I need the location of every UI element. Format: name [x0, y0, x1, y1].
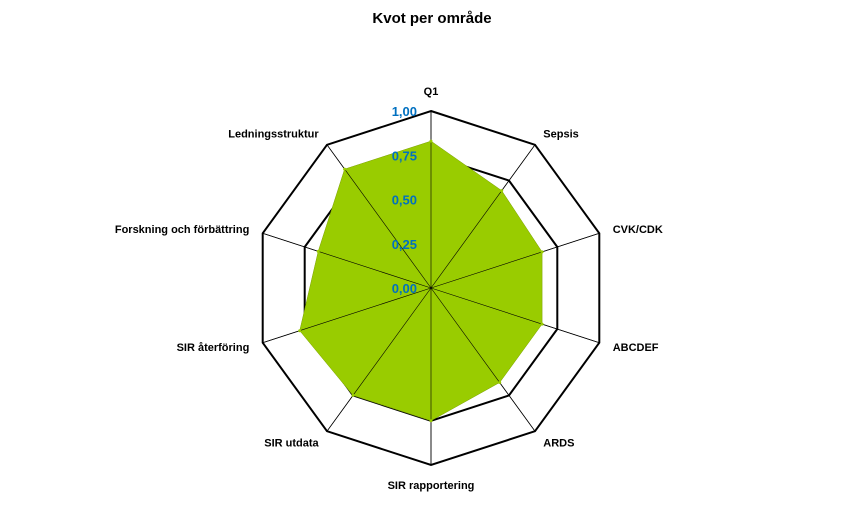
- spoke-overlay-4: [430, 287, 536, 432]
- tick-label-1: 0,25: [392, 237, 417, 252]
- category-label-6: SIR utdata: [264, 438, 319, 450]
- spoke-overlay-8: [262, 233, 432, 289]
- data-point-7: [298, 329, 302, 333]
- data-point-3: [540, 322, 544, 326]
- spoke-overlay-3: [430, 287, 600, 343]
- category-label-2: CVK/CDK: [613, 224, 663, 236]
- data-point-5: [429, 419, 433, 423]
- category-label-4: ARDS: [543, 438, 574, 450]
- data-point-4: [498, 381, 502, 384]
- data-point-1: [500, 189, 504, 193]
- spoke-overlay-6: [326, 287, 432, 432]
- category-label-8: Forskning och förbättring: [115, 224, 249, 236]
- data-point-2: [540, 250, 544, 254]
- data-point-8: [316, 249, 320, 253]
- category-label-1: Sepsis: [543, 129, 578, 141]
- spoke-overlay-1: [430, 144, 536, 289]
- tick-label-4: 1,00: [392, 104, 417, 119]
- data-point-0: [429, 139, 433, 143]
- category-label-9: Ledningsstruktur: [228, 129, 319, 141]
- chart-title: Kvot per område: [372, 10, 492, 27]
- series-area: [299, 140, 543, 422]
- category-label-0: Q1: [424, 86, 439, 98]
- spoke-overlay-2: [430, 233, 600, 289]
- data-point-9: [343, 167, 347, 171]
- category-label-7: SIR återföring: [177, 342, 250, 354]
- tick-label-0: 0,00: [392, 281, 417, 296]
- data-point-6: [351, 393, 355, 397]
- tick-label-2: 0,50: [392, 193, 417, 208]
- category-label-5: SIR rapportering: [388, 480, 475, 492]
- category-label-3: ABCDEF: [613, 342, 659, 354]
- tick-label-3: 0,75: [392, 148, 417, 163]
- spoke-overlay-7: [262, 287, 432, 343]
